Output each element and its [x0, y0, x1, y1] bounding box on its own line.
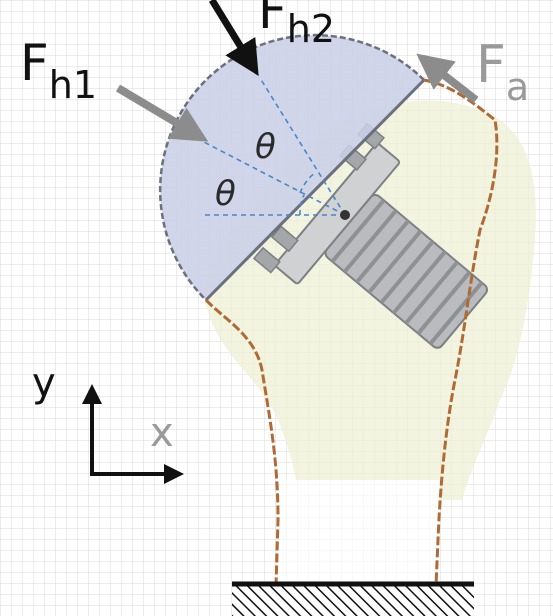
bone-outline — [423, 78, 499, 587]
axis-y-label: y — [32, 360, 56, 406]
fa-arrow — [416, 53, 479, 104]
center-point — [340, 210, 350, 220]
fh2-label: Fh2 — [258, 0, 335, 51]
hemisphere-base — [204, 78, 426, 302]
construction-lines — [199, 77, 346, 216]
fa-label: Fa — [476, 35, 529, 109]
theta-upper-label: θ — [255, 127, 276, 167]
shaft-grid — [280, 480, 440, 586]
theta-lower-label: θ — [215, 174, 236, 214]
axis-x-label: x — [150, 410, 174, 456]
bone-outline-left — [204, 298, 280, 587]
fh1-label: Fh1 — [20, 34, 97, 107]
humeral-head-hemisphere — [158, 33, 426, 302]
fh1-arrow — [115, 84, 209, 142]
fh2-arrow — [209, 0, 259, 76]
screw-icon — [252, 122, 488, 349]
xy-axes-icon — [82, 384, 184, 484]
hatched-ground-icon — [232, 581, 474, 616]
